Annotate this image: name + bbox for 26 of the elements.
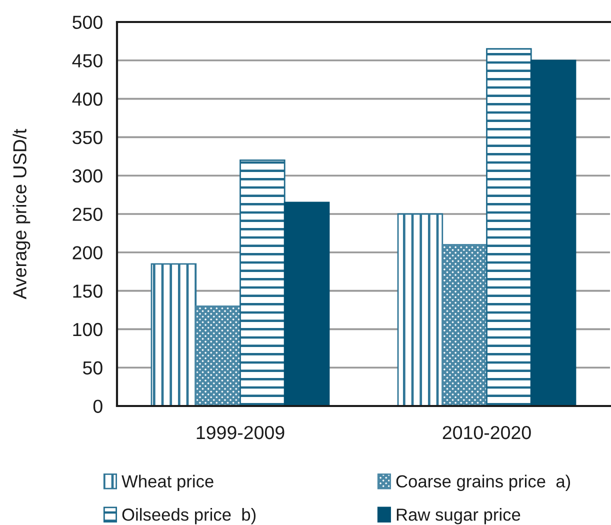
bar (150, 263, 197, 406)
y-tick-label: 100 (73, 322, 102, 336)
y-tick-label: 450 (72, 54, 102, 68)
bar (442, 244, 488, 406)
y-tick-label: 400 (72, 92, 102, 106)
y-tick-label: 0 (93, 400, 102, 413)
y-tick-label: 200 (72, 246, 102, 260)
y-tick-label: 50 (83, 361, 102, 375)
bar (486, 48, 532, 406)
bar (530, 60, 576, 406)
legend-label: Oilseeds price b) (122, 508, 256, 524)
y-tick-label: 350 (72, 130, 102, 144)
legend-label: Raw sugar price (396, 508, 520, 524)
bar (240, 160, 286, 406)
legend-label: Wheat price (122, 474, 214, 491)
legend-label: Coarse grains price a) (396, 474, 570, 491)
bar (397, 213, 444, 406)
x-tick-label: 1999-2009 (196, 426, 284, 440)
y-tick-label: 150 (73, 284, 102, 298)
bar (284, 202, 330, 406)
y-axis-title: Average price USD/t (12, 128, 30, 300)
y-tick-label: 250 (72, 208, 102, 221)
y-tick-label: 500 (72, 16, 102, 29)
bar (195, 305, 241, 406)
y-tick-label: 300 (72, 169, 102, 183)
x-tick-label: 2010-2020 (442, 426, 531, 440)
